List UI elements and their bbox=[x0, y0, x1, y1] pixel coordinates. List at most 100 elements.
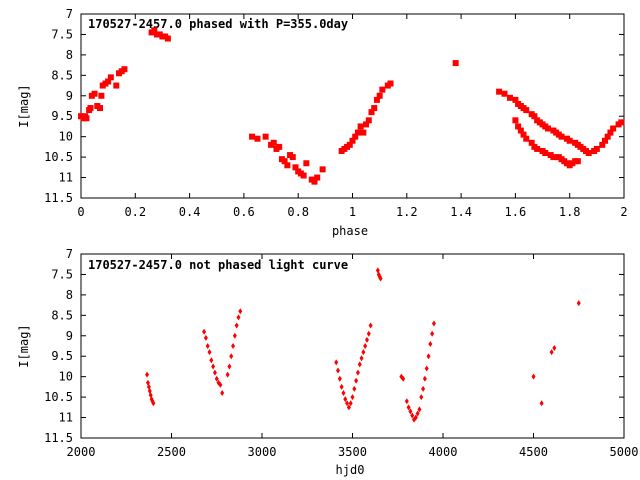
unphased-x-axis-label: hjd0 bbox=[336, 463, 365, 477]
unphased-data-point bbox=[348, 400, 353, 407]
unphased-y-tick-label: 11.5 bbox=[44, 431, 73, 445]
phased-data-points bbox=[78, 27, 625, 185]
phased-data-point bbox=[506, 94, 513, 101]
phased-data-point bbox=[98, 92, 105, 99]
phased-data-point bbox=[520, 131, 527, 138]
unphased-data-point bbox=[207, 349, 212, 356]
phased-data-point bbox=[512, 96, 519, 103]
phased-data-point bbox=[284, 162, 291, 169]
unphased-data-point bbox=[205, 343, 210, 349]
unphased-data-point bbox=[361, 349, 366, 356]
phased-data-point bbox=[452, 60, 459, 67]
phased-data-point bbox=[585, 150, 592, 157]
unphased-data-point bbox=[410, 412, 415, 419]
phased-data-point bbox=[319, 166, 326, 173]
unphased-x-tick-label: 4500 bbox=[519, 445, 548, 459]
unphased-data-point bbox=[378, 275, 383, 282]
phased-data-point bbox=[574, 158, 581, 165]
unphased-data-point bbox=[227, 363, 232, 370]
unphased-data-point bbox=[426, 353, 431, 360]
unphased-axis-ticks: 2000 2500 3000 3500 4000 4500 5000 7 7.5 8 8.5 9 9.5… bbox=[44, 247, 638, 459]
phased-data-point bbox=[542, 150, 549, 157]
unphased-data-point bbox=[539, 400, 544, 407]
unphased-data-point bbox=[231, 343, 236, 349]
phased-data-point bbox=[550, 154, 557, 161]
unphased-data-point bbox=[576, 300, 581, 307]
phased-x-tick-label: 0.2 bbox=[124, 205, 146, 219]
unphased-data-point bbox=[413, 414, 418, 421]
phased-data-point bbox=[360, 129, 367, 136]
unphased-data-point bbox=[368, 322, 373, 329]
phased-data-point bbox=[105, 78, 112, 85]
phased-x-tick-label: 0.6 bbox=[233, 205, 255, 219]
phased-data-point bbox=[512, 117, 519, 124]
unphased-data-point bbox=[417, 406, 422, 413]
phased-data-point bbox=[593, 145, 600, 152]
unphased-data-point bbox=[552, 345, 557, 352]
unphased-data-point bbox=[209, 357, 214, 364]
phased-data-point bbox=[87, 105, 94, 112]
phased-x-tick-label: 1.2 bbox=[396, 205, 418, 219]
phased-data-point bbox=[618, 119, 625, 126]
unphased-data-point bbox=[212, 369, 217, 376]
unphased-y-axis-label: I[mag] bbox=[17, 324, 31, 367]
phased-data-point bbox=[599, 141, 606, 148]
phased-y-tick-label: 11 bbox=[59, 171, 73, 185]
phased-data-point bbox=[376, 92, 383, 99]
unphased-data-point bbox=[352, 385, 357, 392]
phased-y-tick-label: 9 bbox=[66, 89, 73, 103]
phased-data-point bbox=[292, 164, 299, 171]
unphased-plot-title: 170527-2457.0 not phased light curve bbox=[88, 258, 348, 272]
unphased-y-tick-label: 9.5 bbox=[51, 349, 73, 363]
unphased-data-point bbox=[236, 314, 241, 321]
unphased-data-point bbox=[357, 361, 362, 368]
phased-y-axis-label: I[mag] bbox=[17, 84, 31, 127]
phased-y-tick-label: 10.5 bbox=[44, 150, 73, 164]
phased-data-point bbox=[107, 74, 114, 81]
phased-x-tick-label: 1.4 bbox=[450, 205, 472, 219]
phased-data-point bbox=[151, 27, 158, 34]
unphased-data-point bbox=[408, 408, 413, 415]
phased-data-point bbox=[289, 154, 296, 161]
unphased-data-point bbox=[428, 340, 433, 347]
phased-x-tick-label: 1.8 bbox=[559, 205, 581, 219]
phased-data-point bbox=[528, 139, 535, 146]
phased-data-point bbox=[601, 137, 608, 144]
unphased-data-point bbox=[229, 353, 234, 360]
unphased-data-point bbox=[419, 394, 424, 401]
phased-x-tick-label: 2 bbox=[620, 205, 627, 219]
unphased-data-point bbox=[421, 385, 426, 392]
unphased-data-point bbox=[424, 365, 429, 372]
phased-data-point bbox=[97, 105, 104, 112]
phased-data-point bbox=[352, 133, 359, 140]
phased-data-point bbox=[249, 133, 256, 140]
phased-data-point bbox=[276, 143, 283, 150]
unphased-data-point bbox=[211, 363, 216, 370]
phased-data-point bbox=[357, 123, 364, 130]
phased-plot-frame bbox=[80, 13, 625, 199]
phased-data-point bbox=[354, 129, 361, 136]
phased-data-point bbox=[368, 109, 375, 116]
unphased-data-points bbox=[145, 267, 581, 423]
unphased-data-point bbox=[151, 400, 156, 407]
phased-y-tick-label: 8.5 bbox=[51, 68, 73, 82]
unphased-data-point bbox=[350, 394, 355, 401]
phased-data-point bbox=[121, 66, 128, 73]
phased-data-point bbox=[311, 178, 318, 185]
unphased-plot-panel: 170527-2457.0 not phased light curve hjd… bbox=[17, 247, 638, 477]
unphased-data-point bbox=[355, 369, 360, 376]
phased-data-point bbox=[349, 137, 356, 144]
unphased-data-point bbox=[531, 373, 536, 380]
unphased-data-point bbox=[549, 349, 554, 356]
unphased-data-point bbox=[422, 375, 427, 382]
phased-data-point bbox=[314, 174, 321, 181]
phased-data-point bbox=[515, 123, 522, 130]
phased-data-point bbox=[371, 105, 378, 112]
phased-data-point bbox=[373, 96, 380, 103]
phased-x-tick-label: 0.8 bbox=[287, 205, 309, 219]
phased-data-point bbox=[544, 125, 551, 132]
unphased-y-tick-label: 7 bbox=[66, 247, 73, 261]
unphased-x-tick-label: 2500 bbox=[157, 445, 186, 459]
phased-data-point bbox=[501, 90, 508, 97]
